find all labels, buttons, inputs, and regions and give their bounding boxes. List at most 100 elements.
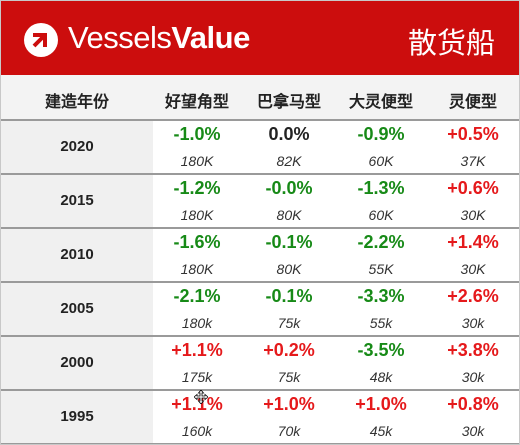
value-cell-supramax: -0.9% 60K <box>335 121 427 173</box>
vessel-size-dwt: 70k <box>277 423 301 439</box>
vessel-size-dwt: 30K <box>460 261 486 277</box>
brand-logo-text: VesselsValue <box>68 20 250 56</box>
column-header-handysize: 灵便型 <box>448 92 497 111</box>
percent-change: -3.3% <box>357 286 405 306</box>
vessel-size-dwt: 55k <box>369 315 393 331</box>
column-header-supramax: 大灵便型 <box>348 92 413 111</box>
build-year-cell: 2020 <box>1 121 153 173</box>
value-cell-supramax: -2.2% 55K <box>335 229 427 281</box>
column-header-build-year: 建造年份 <box>44 92 109 111</box>
page-title: 散货船 <box>407 26 495 60</box>
percent-change: -0.9% <box>357 124 405 144</box>
percent-change: +2.6% <box>447 286 499 306</box>
header-bar: VesselsValue 散货船 <box>1 1 519 75</box>
percent-change: 0.0% <box>268 124 310 144</box>
percent-change: +1.0% <box>263 394 315 414</box>
vessel-size-dwt: 160k <box>181 423 213 439</box>
table-row: 2000 +1.1% 175k +0.2% 75k -3.5% 48k +3.8% 30k <box>1 337 519 391</box>
value-cell-panamax: -0.0% 80K <box>243 175 335 227</box>
value-cell-supramax: +1.0% 45k <box>335 391 427 443</box>
vessel-size-dwt: 75k <box>277 315 301 331</box>
value-cell-panamax: -0.1% 80K <box>243 229 335 281</box>
build-year-label: 2000 <box>60 354 94 371</box>
vessel-size-dwt: 55K <box>368 261 394 277</box>
build-year-label: 2010 <box>60 246 94 263</box>
percent-change: +0.6% <box>447 178 499 198</box>
percent-change: -1.3% <box>357 178 405 198</box>
build-year-cell: 2015 <box>1 175 153 227</box>
vessel-size-dwt: 30k <box>461 315 485 331</box>
percent-change: -2.2% <box>357 232 405 252</box>
vessel-size-dwt: 80K <box>276 207 302 223</box>
percent-change: -0.0% <box>265 178 313 198</box>
table-row: 1995 +1.1% 160k +1.0% 70k +1.0% 45k +0.8% 30k <box>1 391 519 444</box>
vesselsvalue-logo-icon <box>24 23 58 57</box>
value-cell-capesize: -2.1% 180k <box>151 283 243 335</box>
value-cell-capesize: +1.1% 160k <box>151 391 243 443</box>
vessel-size-dwt: 30k <box>461 423 485 439</box>
percent-change: +0.8% <box>447 394 499 414</box>
vessel-size-dwt: 45k <box>369 423 393 439</box>
value-cell-supramax: -3.3% 55k <box>335 283 427 335</box>
table-row: 2010 -1.6% 180K -0.1% 80K -2.2% 55K +1.4% 30K <box>1 229 519 283</box>
value-cell-handysize: +1.4% 30K <box>427 229 519 281</box>
column-header-row: 建造年份 好望角型 巴拿马型 大灵便型 灵便型 <box>1 75 519 121</box>
brand-name-part1: Vessels <box>68 20 172 55</box>
percent-change: +1.4% <box>447 232 499 252</box>
vessel-size-dwt: 82K <box>276 153 302 169</box>
percent-change: +0.2% <box>263 340 315 360</box>
value-cell-supramax: -1.3% 60K <box>335 175 427 227</box>
value-cell-handysize: +0.5% 37K <box>427 121 519 173</box>
percent-change: +1.0% <box>355 394 407 414</box>
vessel-size-dwt: 60K <box>368 153 394 169</box>
build-year-cell: 1995 <box>1 391 153 443</box>
percent-change: -3.5% <box>357 340 405 360</box>
percent-change: +3.8% <box>447 340 499 360</box>
value-cell-handysize: +0.6% 30K <box>427 175 519 227</box>
table-row: 2020 -1.0% 180K 0.0% 82K -0.9% 60K +0.5% 37K <box>1 121 519 175</box>
vessel-size-dwt: 180K <box>180 207 214 223</box>
percent-change: -1.0% <box>173 124 221 144</box>
move-cursor-icon <box>194 390 208 404</box>
percent-change: -0.1% <box>265 232 313 252</box>
build-year-cell: 2005 <box>1 283 153 335</box>
percent-change: -2.1% <box>173 286 221 306</box>
value-cell-capesize: +1.1% 175k <box>151 337 243 389</box>
percent-change: -1.2% <box>173 178 221 198</box>
brand-name-part2: Value <box>171 20 250 55</box>
value-cell-handysize: +2.6% 30k <box>427 283 519 335</box>
vessel-size-dwt: 180K <box>180 261 214 277</box>
build-year-cell: 2010 <box>1 229 153 281</box>
vessel-size-dwt: 180K <box>180 153 214 169</box>
value-cell-handysize: +3.8% 30k <box>427 337 519 389</box>
vessel-size-dwt: 175k <box>181 369 213 385</box>
vessel-size-dwt: 48k <box>369 369 393 385</box>
value-cell-capesize: -1.2% 180K <box>151 175 243 227</box>
table-row: 2005 -2.1% 180k -0.1% 75k -3.3% 55k +2.6% 30k <box>1 283 519 337</box>
build-year-label: 2015 <box>60 192 94 209</box>
vessel-size-dwt: 180k <box>181 315 213 331</box>
value-cell-panamax: 0.0% 82K <box>243 121 335 173</box>
build-year-label: 2005 <box>60 300 94 317</box>
vessel-size-dwt: 30K <box>460 207 486 223</box>
vessel-size-dwt: 80K <box>276 261 302 277</box>
column-header-capesize: 好望角型 <box>164 92 229 111</box>
value-cell-panamax: +1.0% 70k <box>243 391 335 443</box>
column-header-panamax: 巴拿马型 <box>256 92 321 111</box>
percent-change: -1.6% <box>173 232 221 252</box>
table-row: 2015 -1.2% 180K -0.0% 80K -1.3% 60K +0.6% 30K <box>1 175 519 229</box>
value-cell-supramax: -3.5% 48k <box>335 337 427 389</box>
percent-change: +0.5% <box>447 124 499 144</box>
percent-change: +1.1% <box>171 340 223 360</box>
percent-change: -0.1% <box>265 286 313 306</box>
value-cell-panamax: -0.1% 75k <box>243 283 335 335</box>
value-cell-panamax: +0.2% 75k <box>243 337 335 389</box>
vessel-size-dwt: 37K <box>460 153 486 169</box>
value-cell-capesize: -1.0% 180K <box>151 121 243 173</box>
percent-change: +1.1% <box>171 394 223 414</box>
build-year-label: 2020 <box>60 138 94 155</box>
value-cell-capesize: -1.6% 180K <box>151 229 243 281</box>
value-cell-handysize: +0.8% 30k <box>427 391 519 443</box>
build-year-cell: 2000 <box>1 337 153 389</box>
